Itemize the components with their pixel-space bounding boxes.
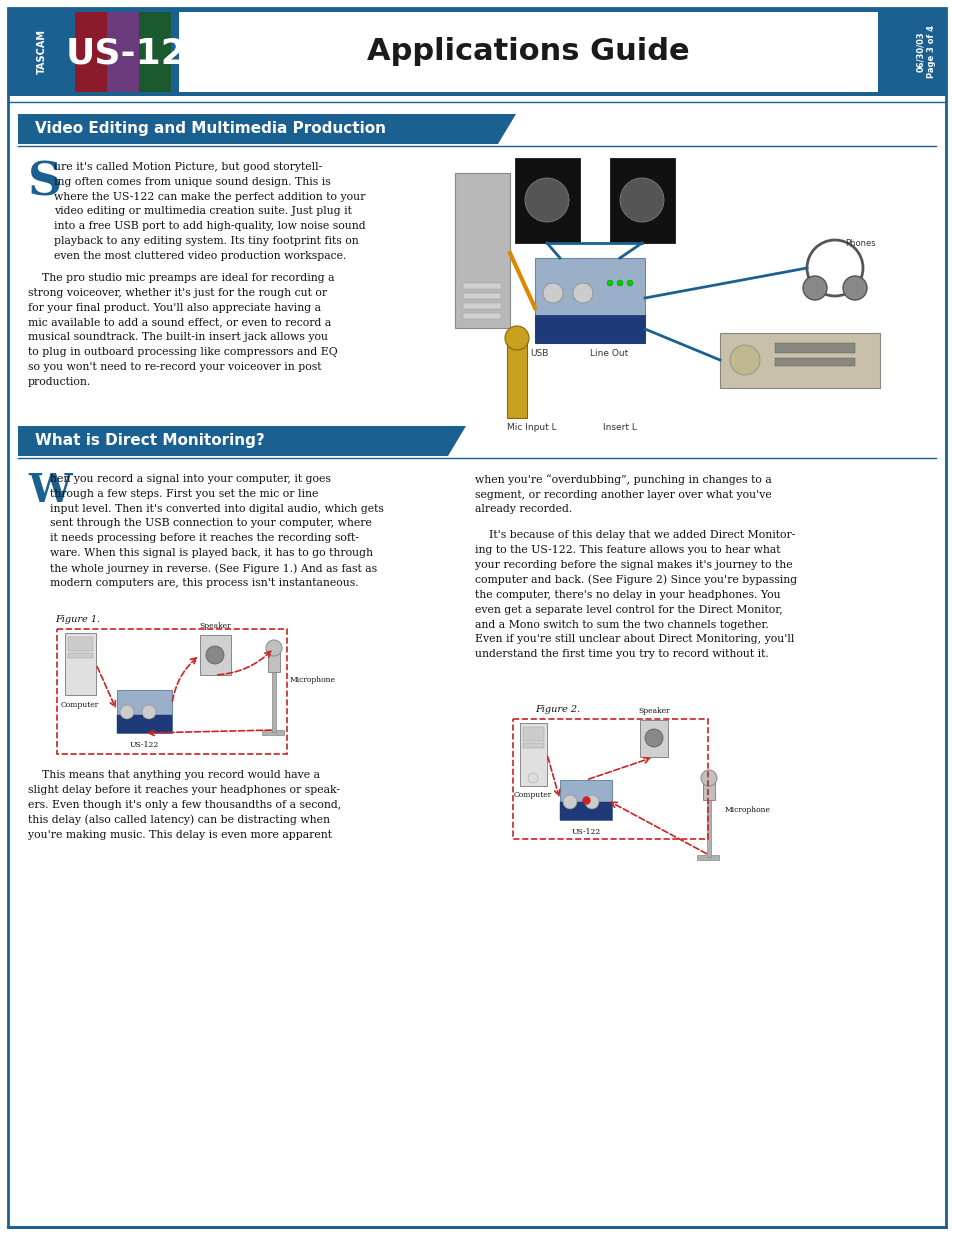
Bar (513, 719, 707, 839)
Text: Computer: Computer (514, 790, 552, 799)
Bar (609, 158, 675, 243)
Bar (462, 283, 500, 289)
Text: Mic Input L: Mic Input L (506, 424, 556, 432)
Text: TASCAM: TASCAM (37, 30, 47, 74)
Text: Video Editing and Multimedia Production: Video Editing and Multimedia Production (35, 121, 386, 137)
Text: US-122: US-122 (130, 741, 158, 748)
Circle shape (524, 178, 568, 222)
Circle shape (120, 705, 133, 719)
Bar (268, 648, 280, 672)
Circle shape (606, 280, 613, 287)
Bar (702, 778, 714, 800)
Text: Figure 2.: Figure 2. (535, 705, 579, 714)
Bar (697, 855, 719, 860)
Bar (262, 730, 284, 735)
Text: W: W (28, 472, 71, 510)
Text: Speaker: Speaker (638, 706, 669, 715)
Text: S: S (28, 161, 62, 206)
Bar (117, 715, 172, 734)
Circle shape (584, 795, 598, 809)
Bar (559, 802, 612, 820)
Bar (272, 671, 275, 732)
Text: Computer: Computer (61, 701, 99, 709)
Text: 06/30/03
Page 3 of 4: 06/30/03 Page 3 of 4 (915, 26, 935, 79)
Bar (522, 727, 543, 741)
Polygon shape (448, 426, 465, 456)
Bar (462, 303, 500, 309)
Circle shape (700, 769, 717, 785)
Text: Microphone: Microphone (290, 676, 335, 684)
Bar (179, 12, 877, 91)
Bar (462, 312, 500, 319)
Bar (75, 12, 107, 91)
Circle shape (802, 275, 826, 300)
Bar (200, 635, 231, 676)
Bar (559, 781, 612, 820)
Text: What is Direct Monitoring?: What is Direct Monitoring? (35, 433, 265, 448)
Text: This means that anything you record would have a
slight delay before it reaches : This means that anything you record woul… (28, 769, 341, 840)
Text: when you're “overdubbing”, punching in changes to a
segment, or recording anothe: when you're “overdubbing”, punching in c… (475, 474, 771, 515)
Text: Microphone: Microphone (724, 806, 770, 814)
Circle shape (619, 178, 663, 222)
Text: Phones: Phones (844, 240, 875, 248)
Text: Applications Guide: Applications Guide (367, 37, 689, 67)
Bar (65, 634, 96, 695)
Text: US-122: US-122 (66, 37, 212, 70)
Bar (522, 743, 543, 748)
Bar (107, 12, 139, 91)
Circle shape (573, 283, 593, 303)
Circle shape (617, 280, 622, 287)
Circle shape (729, 345, 760, 375)
Text: Insert L: Insert L (602, 424, 637, 432)
Bar (774, 358, 854, 366)
Circle shape (626, 280, 633, 287)
Circle shape (206, 646, 224, 664)
Bar (506, 338, 526, 417)
Circle shape (542, 283, 562, 303)
Circle shape (527, 773, 537, 783)
Bar (18, 114, 497, 144)
Bar (774, 343, 854, 353)
Text: The pro studio mic preamps are ideal for recording a
strong voiceover, whether i: The pro studio mic preamps are ideal for… (28, 273, 337, 387)
Bar (8, 7, 945, 96)
Bar (455, 173, 510, 329)
Text: US-122: US-122 (571, 827, 600, 836)
Text: hen you record a signal into your computer, it goes
through a few steps. First y: hen you record a signal into your comput… (50, 474, 383, 589)
Circle shape (266, 640, 282, 656)
Bar (515, 158, 579, 243)
Text: Speaker: Speaker (199, 622, 231, 630)
Bar (535, 258, 644, 343)
Bar (18, 426, 448, 456)
Polygon shape (497, 114, 516, 144)
Text: ure it's called Motion Picture, but good storytell-
ing often comes from unique : ure it's called Motion Picture, but good… (54, 162, 365, 261)
Bar (57, 629, 287, 755)
Bar (117, 690, 172, 734)
Circle shape (504, 326, 529, 350)
Circle shape (562, 795, 577, 809)
Bar (706, 798, 710, 857)
Bar (462, 293, 500, 299)
Text: Line Out: Line Out (589, 350, 628, 358)
Bar (639, 720, 667, 757)
Text: Figure 1.: Figure 1. (55, 615, 100, 624)
Circle shape (644, 729, 662, 747)
Circle shape (142, 705, 156, 719)
Text: USB: USB (530, 350, 548, 358)
Bar (68, 637, 92, 651)
Bar (535, 315, 644, 343)
Bar (720, 333, 879, 388)
Bar (139, 12, 171, 91)
Circle shape (842, 275, 866, 300)
Bar (68, 653, 92, 658)
Text: It's because of this delay that we added Direct Monitor-
ing to the US-122. This: It's because of this delay that we added… (475, 530, 797, 659)
Bar (519, 722, 546, 785)
